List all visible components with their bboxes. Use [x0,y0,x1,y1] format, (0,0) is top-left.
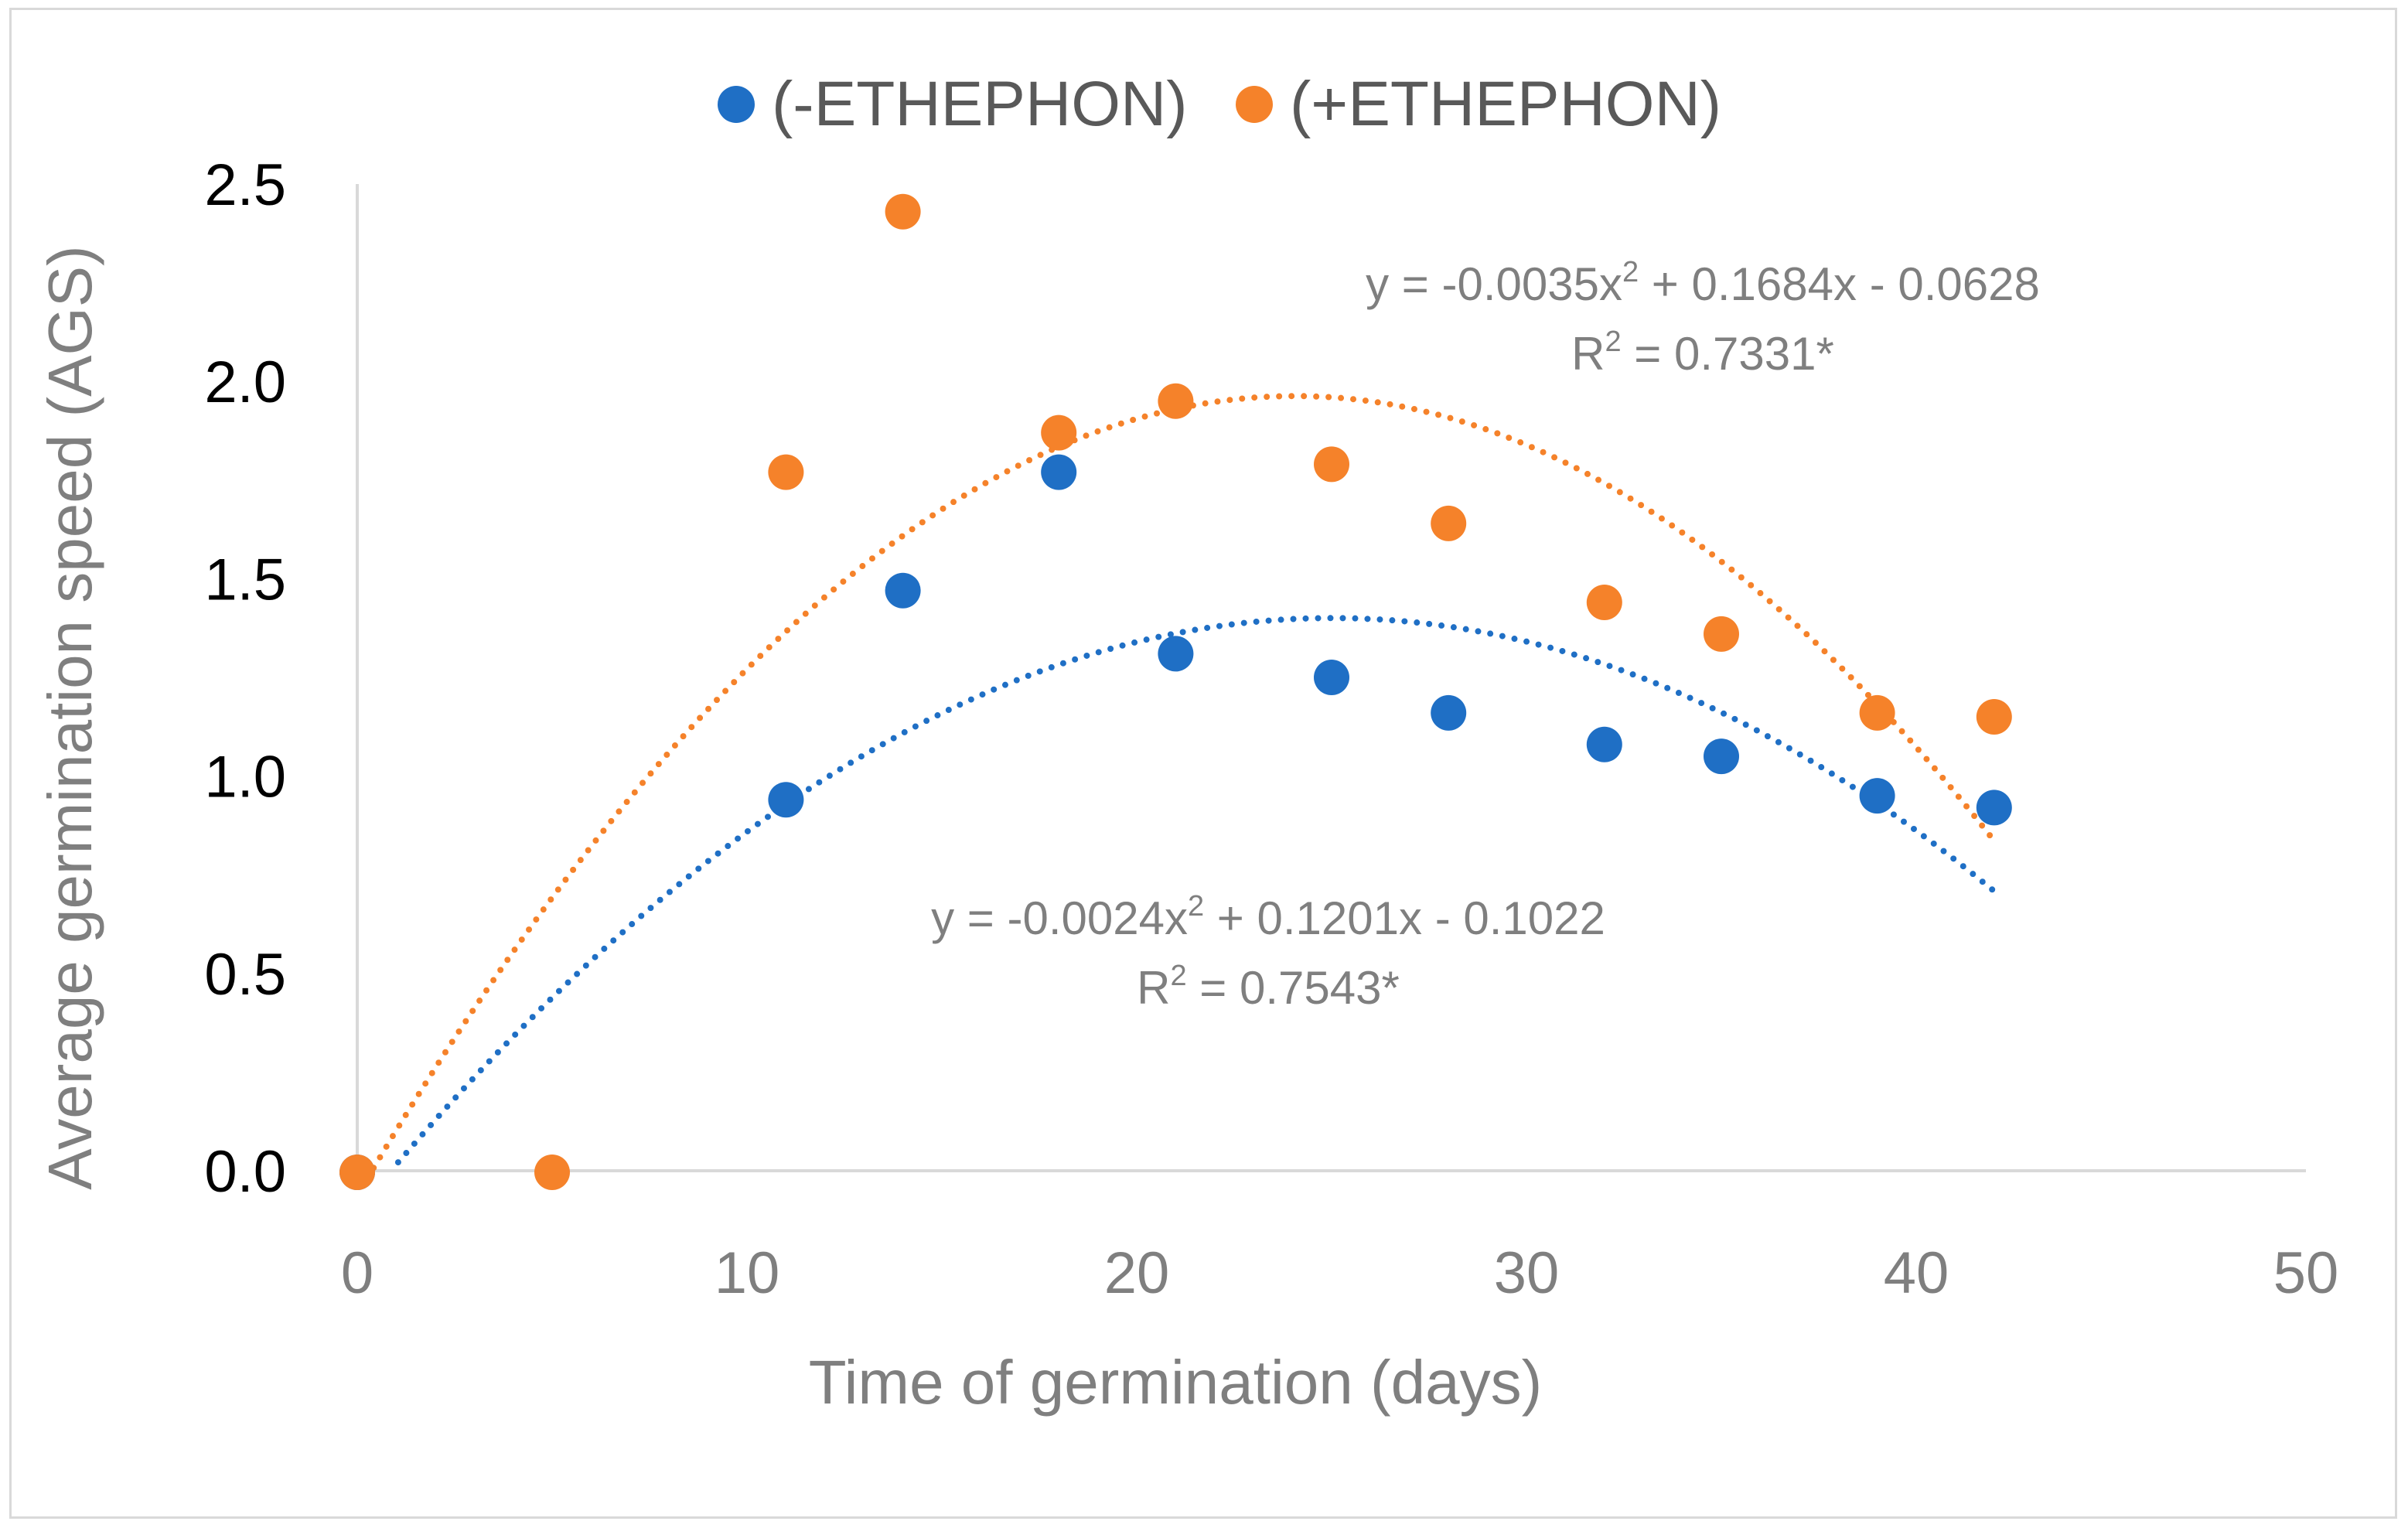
data-point-minus-ethephon[interactable] [768,782,804,818]
data-point-plus-ethephon[interactable] [1976,699,2012,735]
legend-label-minus-ethephon: (-ETHEPHON) [772,69,1188,139]
equation-minus-ethephon: y = -0.0024x2 + 0.1201x - 0.1022 R2 = 0.… [931,890,1605,1014]
data-point-minus-ethephon[interactable] [1041,454,1077,490]
data-point-plus-ethephon[interactable] [1158,383,1194,419]
legend-label-plus-ethephon: (+ETHEPHON) [1290,69,1721,139]
legend-item-plus-ethephon[interactable]: (+ETHEPHON) [1236,69,1721,139]
x-axis-title: Time of germination (days) [809,1348,1542,1417]
chart-frame [9,8,2397,1519]
data-point-plus-ethephon[interactable] [1431,505,1467,541]
legend: (-ETHEPHON) (+ETHEPHON) [718,69,1721,139]
data-point-plus-ethephon[interactable] [339,1155,375,1190]
data-point-minus-ethephon[interactable] [1586,726,1622,762]
data-point-plus-ethephon[interactable] [885,193,921,230]
legend-item-minus-ethephon[interactable]: (-ETHEPHON) [718,69,1188,139]
data-point-minus-ethephon[interactable] [1976,790,2012,826]
data-point-minus-ethephon[interactable] [1314,660,1349,695]
data-point-minus-ethephon[interactable] [1859,778,1895,814]
y-axis-ticks: 0.0 0.5 1.0 1.5 2.0 2.5 [204,152,286,1205]
data-point-plus-ethephon[interactable] [1859,694,1895,731]
y-tick-label: 1.5 [204,547,286,612]
trendline-minus-ethephon [394,615,1997,1166]
y-tick-label: 2.0 [204,350,286,415]
trendline-plus-ethephon [370,393,1997,1172]
r-squared-text-plus-ethephon: R2 = 0.7331* [1571,326,1834,380]
data-point-plus-ethephon[interactable] [1041,414,1077,451]
y-axis-title: Average germination speed (AGS) [36,245,104,1189]
x-axis-ticks: 0 10 20 30 40 50 [341,1240,2338,1306]
equation-text-plus-ethephon: y = -0.0035x2 + 0.1684x - 0.0628 [1366,256,2040,310]
x-tick-label: 10 [715,1240,780,1306]
data-point-plus-ethephon[interactable] [534,1155,570,1190]
data-point-plus-ethephon[interactable] [1704,616,1739,652]
x-tick-label: 40 [1884,1240,1949,1306]
y-tick-label: 0.0 [204,1139,286,1205]
data-point-plus-ethephon[interactable] [768,454,804,490]
x-tick-label: 20 [1104,1240,1170,1306]
equation-plus-ethephon: y = -0.0035x2 + 0.1684x - 0.0628 R2 = 0.… [1366,256,2040,380]
x-tick-label: 30 [1494,1240,1560,1306]
y-tick-label: 2.5 [204,152,286,218]
data-point-minus-ethephon[interactable] [885,572,921,609]
data-point-minus-ethephon[interactable] [1431,694,1467,731]
data-point-minus-ethephon[interactable] [1704,738,1739,775]
legend-marker-minus-ethephon [718,86,755,123]
data-point-plus-ethephon[interactable] [1314,446,1349,483]
x-tick-label: 50 [2273,1240,2339,1306]
y-tick-label: 1.0 [204,745,286,810]
y-tick-label: 0.5 [204,942,286,1008]
r-squared-text-minus-ethephon: R2 = 0.7543* [1137,960,1400,1014]
x-tick-label: 0 [341,1240,373,1306]
data-point-minus-ethephon[interactable] [1158,636,1194,672]
trendlines [370,393,1997,1172]
legend-marker-plus-ethephon [1236,86,1273,123]
data-point-plus-ethephon[interactable] [1586,585,1622,620]
data-points [339,193,2012,1190]
equation-text-minus-ethephon: y = -0.0024x2 + 0.1201x - 0.1022 [931,890,1605,944]
